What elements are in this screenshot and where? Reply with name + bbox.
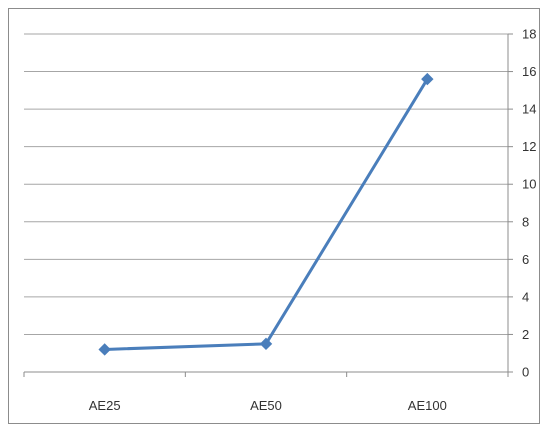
chart-frame: [8, 8, 540, 424]
y-tick-label: 6: [522, 252, 529, 267]
series-layer: [98, 72, 434, 356]
x-tick-label: AE50: [250, 398, 282, 413]
y-tick-label: 4: [522, 289, 529, 304]
y-tick-label: 10: [522, 177, 536, 192]
tick-labels: 0 2 4 6 8 10 12 14 16 18 AE25 AE50 AE100: [89, 27, 537, 414]
y-tick-label: 14: [522, 102, 536, 117]
data-point-ae100: [421, 72, 434, 86]
y-tick-label: 12: [522, 139, 536, 154]
data-point-ae25: [98, 343, 111, 356]
axes: [23, 33, 513, 377]
y-tick-label: 18: [522, 27, 536, 42]
y-tick-label: 2: [522, 327, 529, 342]
data-point-ae50: [259, 337, 273, 351]
y-tick-label: 0: [522, 365, 529, 380]
y-tick-label: 8: [522, 214, 529, 229]
y-tick-label: 16: [522, 64, 536, 79]
gridlines: [24, 33, 508, 335]
series-line: [103, 77, 429, 351]
x-tick-label: AE100: [408, 398, 447, 413]
x-tick-label: AE25: [89, 398, 121, 413]
